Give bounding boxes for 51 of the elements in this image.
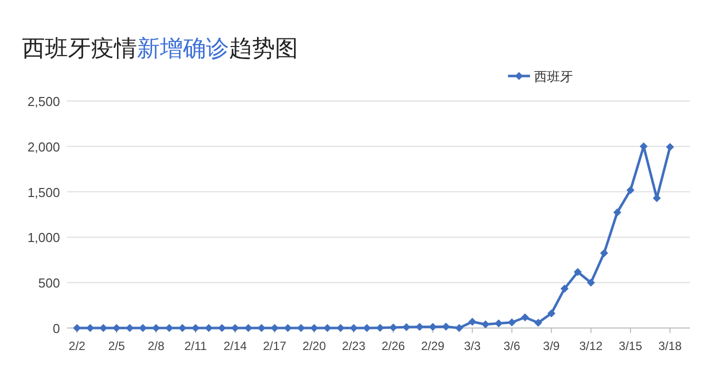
point [455,324,464,332]
x-tick-label: 2/17 [262,339,287,353]
y-tick-label: 1,500 [27,184,60,200]
x-tick-label: 2/29 [421,339,445,353]
point [86,324,94,332]
point [310,324,318,332]
point [428,322,437,331]
point [547,309,556,318]
x-tick-label: 2/23 [342,339,366,353]
x-tick-label: 3/18 [658,339,682,353]
point [666,143,674,152]
point [244,324,252,332]
y-tick-label: 2,000 [27,139,60,154]
point [416,322,424,331]
point [73,324,81,332]
point [574,268,582,276]
y-tick-label: 500 [38,276,60,291]
point [560,284,569,293]
point [165,324,174,332]
point [600,249,608,258]
chart-title: 西班牙疫情新增确诊趋势图 [22,35,298,61]
x-tick-label: 2/14 [223,339,248,353]
point [494,319,503,328]
point [204,324,213,332]
y-tick-label: 2,500 [27,94,60,109]
x-tick-label: 2/26 [382,339,406,353]
point [626,186,634,194]
x-tick-label: 3/9 [543,339,560,353]
x-tick-label: 3/12 [579,339,603,353]
x-tick-label: 3/6 [504,339,521,353]
point [508,318,516,326]
x-tick-label: 2/8 [148,339,165,353]
legend-label: 西班牙 [534,69,573,84]
point [534,318,542,327]
x-tick-label: 3/3 [464,339,481,353]
point [521,313,530,322]
point [350,324,358,332]
point [126,324,134,332]
y-tick-label: 0 [52,321,60,336]
point [389,323,398,332]
x-tick-label: 2/2 [68,339,86,353]
point [468,318,476,326]
point [376,324,384,332]
x-tick-label: 3/15 [618,339,642,353]
y-tick-label: 1,000 [27,230,60,246]
point [482,320,490,328]
point [613,208,622,216]
x-tick-label: 2/20 [302,339,326,353]
x-tick-label: 2/5 [108,339,126,353]
x-tick-label: 2/11 [184,339,208,353]
point [586,278,595,287]
